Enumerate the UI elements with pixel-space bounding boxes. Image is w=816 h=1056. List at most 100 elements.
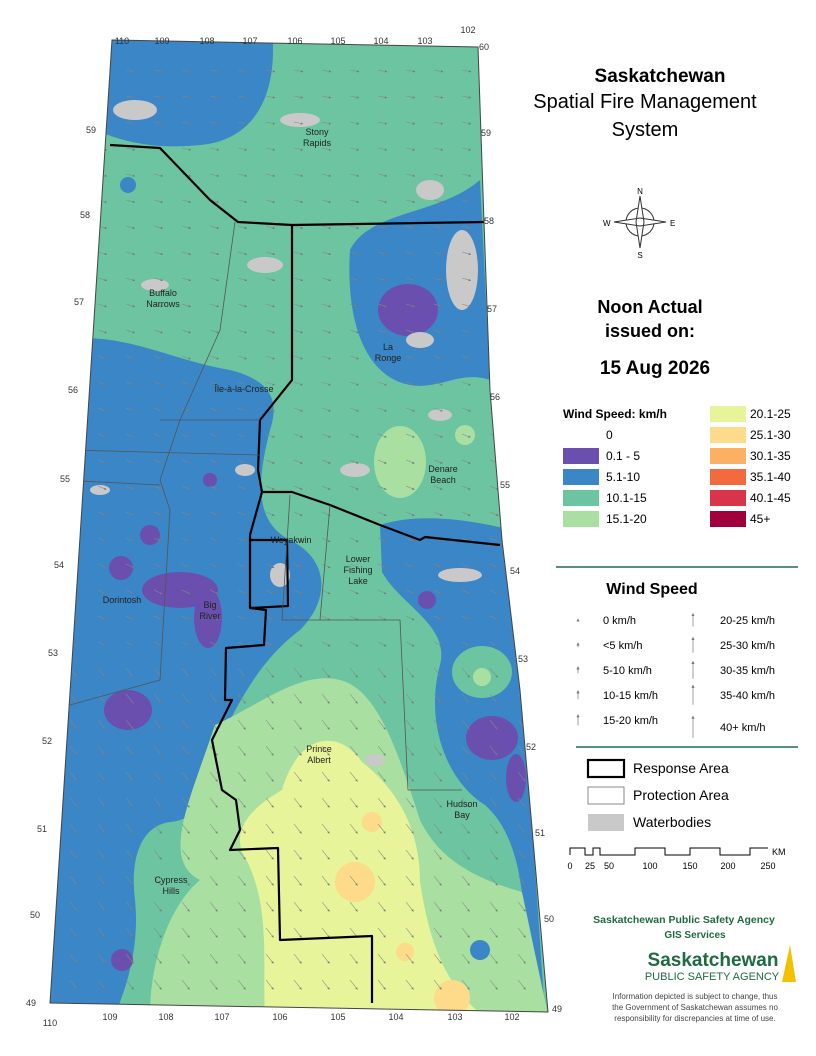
wind-arrow <box>321 615 331 621</box>
wind-arrow <box>377 433 387 438</box>
wind-arrow <box>153 251 164 256</box>
wind-arrow <box>461 355 471 360</box>
wind-arrow <box>377 69 388 73</box>
wind-arrow <box>461 407 471 412</box>
wind-arrow <box>181 615 191 621</box>
wind-arrow <box>517 459 527 464</box>
latitude-label: 59 <box>86 125 96 135</box>
wind-arrow <box>181 849 190 860</box>
wind-arrow <box>377 589 387 595</box>
wind-arrow <box>153 797 162 808</box>
wind-arrow <box>293 719 302 730</box>
wind-arrow <box>97 381 107 386</box>
wind-arrow <box>69 277 80 282</box>
wind-arrow <box>265 615 275 621</box>
wind-arrow <box>69 121 80 125</box>
wind-arrow <box>461 667 470 678</box>
wind-arrow <box>489 719 498 730</box>
legend-label: 5-10 km/h <box>603 665 652 677</box>
wind-arrow <box>153 329 163 334</box>
wind-arrow <box>69 537 79 542</box>
wind-arrow <box>209 667 218 678</box>
longitude-label: 110 <box>43 1018 57 1028</box>
scale-label: 150 <box>682 861 697 871</box>
wind-arrow <box>97 95 108 99</box>
wind-arrow <box>377 121 388 125</box>
wind-arrow <box>433 693 442 704</box>
wind-arrow <box>489 147 500 151</box>
wind-arrow <box>237 381 247 386</box>
wind-arrow <box>125 485 135 490</box>
wind-arrow <box>237 303 247 308</box>
wind-arrow <box>293 303 303 308</box>
wind-arrow <box>293 433 303 438</box>
wind-arrow <box>377 225 388 229</box>
wind-arrow <box>209 537 219 542</box>
legend-label: 10.1-15 <box>606 491 647 505</box>
wind-arrow <box>321 485 331 490</box>
wind-arrow <box>517 381 527 386</box>
wind-arrow <box>517 641 527 647</box>
agency-unit: GIS Services <box>664 930 726 941</box>
wind-arrow <box>321 563 331 569</box>
latitude-label: 57 <box>74 297 84 307</box>
wind-arrow <box>489 953 498 964</box>
wind-arrow <box>433 433 443 438</box>
wind-arrow <box>181 303 191 308</box>
wind-arrow <box>517 979 526 990</box>
wind-arrow <box>489 797 498 808</box>
wind-arrow <box>125 355 135 360</box>
legend-label: 0.1 - 5 <box>606 449 640 463</box>
wind-arrow <box>461 771 470 782</box>
latitude-label: 54 <box>54 560 64 570</box>
wind-arrow <box>97 927 106 938</box>
wind-arrow <box>209 927 218 938</box>
legend-label: 45+ <box>750 512 770 526</box>
wind-arrow <box>405 199 416 203</box>
wind-arrow <box>433 225 444 229</box>
wind-arrow <box>265 329 275 334</box>
wind-arrow <box>405 797 414 808</box>
graticule: 110 109 108 107 106 105 104 103 102 60 59 58 57 56 55 5… <box>26 25 562 1028</box>
wind-arrow <box>69 563 79 569</box>
place-label: Hills <box>163 886 180 896</box>
wind-arrow <box>209 719 218 730</box>
wind-arrow <box>405 433 415 438</box>
wind-arrow <box>293 199 304 203</box>
wind-arrow <box>405 355 415 360</box>
wind-arrow <box>153 563 163 569</box>
wind-arrow <box>97 667 106 678</box>
wind-arrow <box>153 641 163 647</box>
latitude-label: 54 <box>510 566 520 576</box>
wind-arrow <box>377 693 386 704</box>
wind-arrow <box>349 329 359 334</box>
wind-arrow <box>517 875 526 886</box>
wind-arrow <box>377 901 386 912</box>
wind-arrow <box>433 407 443 412</box>
wind-arrow <box>125 771 134 782</box>
wind-arrow <box>265 927 274 938</box>
wind-arrow <box>181 797 190 808</box>
wind-arrow <box>405 459 415 464</box>
wind-arrow <box>349 901 358 912</box>
wind-arrow <box>237 745 246 756</box>
wind-arrow <box>293 173 304 177</box>
longitude-label: 102 <box>504 1012 519 1022</box>
wind-arrow <box>181 667 190 678</box>
wind-arrow <box>209 225 220 229</box>
latitude-label: 57 <box>487 304 497 314</box>
wind-arrow <box>69 329 79 334</box>
wind-arrow <box>209 875 218 886</box>
wind-arrow <box>349 563 359 569</box>
wind-arrow <box>153 69 164 73</box>
zone-5-10 <box>380 518 545 1012</box>
wind-arrow <box>293 745 302 756</box>
wind-arrow <box>209 641 219 647</box>
wind-arrow <box>237 719 246 730</box>
wind-arrow <box>405 615 415 621</box>
legend-label: 40+ km/h <box>720 722 766 734</box>
wind-arrow <box>265 277 276 282</box>
place-label: Lake <box>348 576 368 586</box>
wind-arrow <box>321 771 330 782</box>
wind-arrow <box>405 901 414 912</box>
